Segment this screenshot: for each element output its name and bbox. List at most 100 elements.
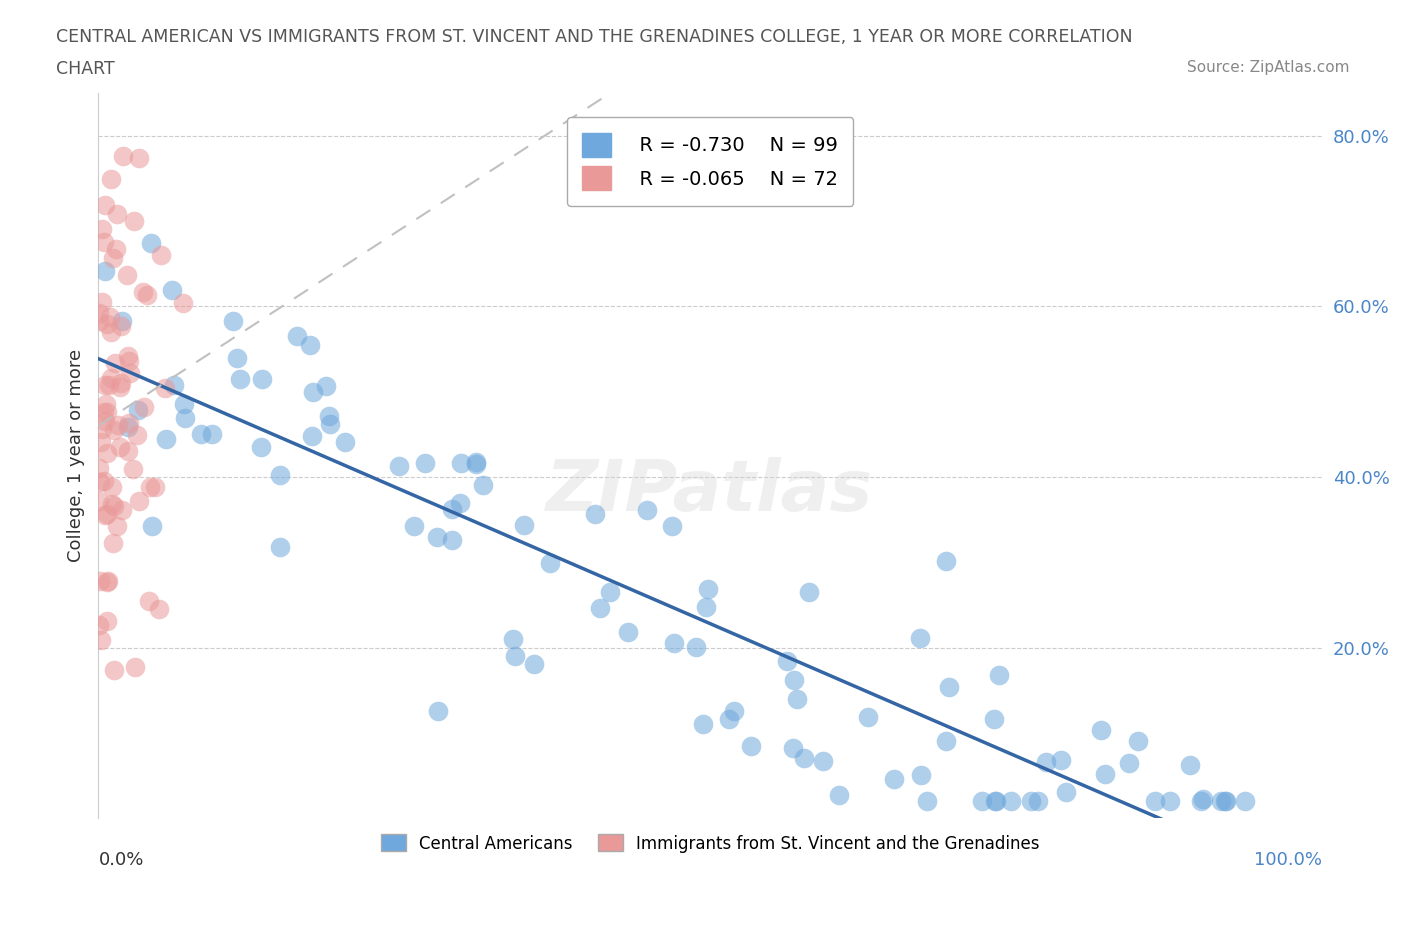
- Point: [426, 704, 449, 719]
- Point: [222, 314, 245, 329]
- Point: [122, 213, 145, 228]
- Point: [783, 672, 806, 687]
- Point: [599, 585, 621, 600]
- Point: [96, 506, 118, 521]
- Point: [318, 408, 340, 423]
- Point: [87, 314, 110, 329]
- Point: [87, 461, 110, 476]
- Point: [1000, 794, 1022, 809]
- Point: [100, 172, 122, 187]
- Point: [636, 503, 658, 518]
- Point: [465, 457, 488, 472]
- Point: [786, 691, 808, 706]
- Legend: Central Americans, Immigrants from St. Vincent and the Grenadines: Central Americans, Immigrants from St. V…: [373, 826, 1047, 861]
- Point: [915, 794, 938, 809]
- Point: [143, 480, 166, 495]
- Point: [90, 434, 112, 449]
- Point: [111, 503, 134, 518]
- Point: [135, 287, 157, 302]
- Point: [695, 599, 717, 614]
- Point: [89, 574, 111, 589]
- Point: [740, 738, 762, 753]
- Point: [1128, 734, 1150, 749]
- Point: [110, 379, 132, 394]
- Point: [110, 440, 132, 455]
- Point: [105, 206, 128, 221]
- Point: [163, 378, 186, 392]
- Point: [617, 624, 640, 639]
- Point: [141, 519, 163, 534]
- Point: [441, 502, 464, 517]
- Point: [128, 493, 150, 508]
- Point: [87, 306, 110, 321]
- Point: [388, 458, 411, 473]
- Point: [110, 375, 132, 390]
- Point: [661, 519, 683, 534]
- Point: [285, 328, 308, 343]
- Point: [96, 614, 118, 629]
- Point: [107, 418, 129, 432]
- Point: [465, 455, 488, 470]
- Point: [101, 479, 124, 494]
- Point: [269, 540, 291, 555]
- Point: [100, 371, 122, 386]
- Point: [201, 427, 224, 442]
- Point: [793, 751, 815, 765]
- Point: [589, 600, 612, 615]
- Point: [1144, 794, 1167, 809]
- Point: [503, 649, 526, 664]
- Point: [93, 473, 115, 488]
- Point: [1178, 757, 1201, 772]
- Point: [94, 198, 117, 213]
- Point: [935, 734, 957, 749]
- Point: [153, 380, 176, 395]
- Point: [799, 584, 821, 599]
- Point: [315, 379, 337, 394]
- Point: [988, 667, 1011, 682]
- Point: [127, 403, 149, 418]
- Point: [91, 221, 114, 236]
- Point: [333, 434, 356, 449]
- Point: [301, 429, 323, 444]
- Point: [118, 353, 141, 368]
- Point: [692, 717, 714, 732]
- Point: [858, 710, 880, 724]
- Point: [828, 788, 851, 803]
- Point: [138, 593, 160, 608]
- Point: [662, 635, 685, 650]
- Point: [1035, 755, 1057, 770]
- Point: [697, 581, 720, 596]
- Point: [90, 422, 112, 437]
- Point: [723, 703, 745, 718]
- Point: [101, 251, 124, 266]
- Point: [103, 662, 125, 677]
- Point: [149, 247, 172, 262]
- Point: [685, 639, 707, 654]
- Point: [174, 411, 197, 426]
- Point: [1209, 794, 1232, 809]
- Point: [96, 316, 118, 331]
- Point: [97, 574, 120, 589]
- Point: [1234, 794, 1257, 809]
- Point: [104, 356, 127, 371]
- Point: [100, 497, 122, 512]
- Point: [1019, 794, 1042, 809]
- Point: [98, 310, 121, 325]
- Point: [120, 365, 142, 380]
- Point: [984, 794, 1007, 809]
- Point: [226, 351, 249, 365]
- Point: [1094, 766, 1116, 781]
- Point: [1215, 793, 1237, 808]
- Point: [935, 554, 957, 569]
- Point: [983, 794, 1005, 809]
- Point: [103, 423, 125, 438]
- Point: [938, 680, 960, 695]
- Point: [155, 432, 177, 446]
- Point: [87, 618, 110, 632]
- Point: [402, 519, 425, 534]
- Point: [1050, 753, 1073, 768]
- Point: [103, 499, 125, 514]
- Point: [450, 456, 472, 471]
- Point: [250, 371, 273, 386]
- Point: [117, 444, 139, 458]
